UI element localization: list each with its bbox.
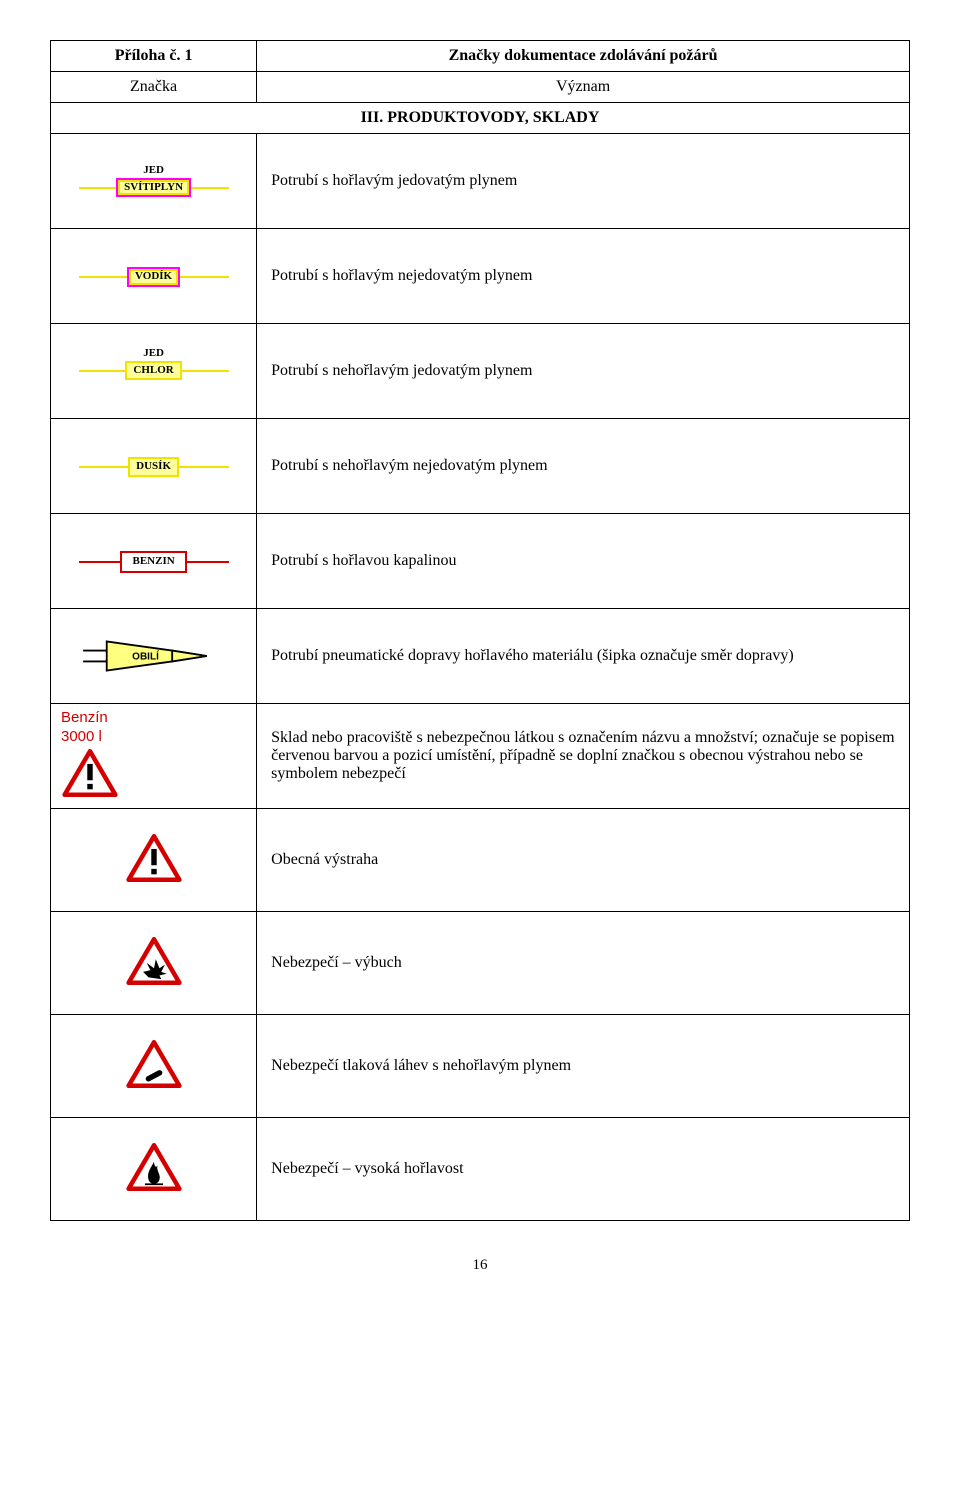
table-row: Nebezpečí tlaková láhev s nehořlavým ply… — [51, 1015, 910, 1118]
table-row: Obecná výstraha — [51, 809, 910, 912]
pneu-label: OBILÍ — [132, 650, 159, 663]
symbol-cell — [51, 1118, 257, 1221]
symbol-cell — [51, 809, 257, 912]
pipe-top-label: JED — [79, 165, 229, 176]
subheader-right: Význam — [257, 72, 910, 103]
symbol-cell — [51, 912, 257, 1015]
desc-cell: Nebezpečí – vysoká hořlavost — [257, 1118, 910, 1221]
pipe-symbol-benzin: BENZIN — [79, 549, 229, 572]
table-row: VODÍK Potrubí s hořlavým nejedovatým ply… — [51, 229, 910, 324]
symbol-cell: VODÍK — [51, 229, 257, 324]
pipe-symbol-vodik: VODÍK — [79, 265, 229, 286]
table-row: DUSÍK Potrubí s nehořlavým nejedovatým p… — [51, 419, 910, 514]
pipe-box-label: BENZIN — [120, 551, 186, 572]
table-row: JED CHLOR CHLOR Potrubí s nehořlavým jed… — [51, 324, 910, 419]
desc-cell: Potrubí s hořlavou kapalinou — [257, 514, 910, 609]
symbol-cell: JED SVÍTIPLYN — [51, 134, 257, 229]
warning-triangle-flame-icon — [125, 1141, 183, 1193]
table-row: Benzín 3000 l Sklad nebo pracoviště s ne… — [51, 704, 910, 809]
desc-cell: Nebezpečí tlaková láhev s nehořlavým ply… — [257, 1015, 910, 1118]
pipe-box-label: SVÍTIPLYN — [116, 178, 191, 197]
pipe-symbol-jed-svitiplyn: JED SVÍTIPLYN — [79, 165, 229, 197]
table-row: OBILÍ Potrubí pneumatické dopravy hořlav… — [51, 609, 910, 704]
subheader-left: Značka — [51, 72, 257, 103]
pipe-symbol-dusik: DUSÍK — [79, 455, 229, 476]
table-row: Nebezpečí – výbuch — [51, 912, 910, 1015]
symbol-cell: Benzín 3000 l — [51, 704, 257, 809]
header-left: Příloha č. 1 — [51, 41, 257, 72]
pipe-top-label: JED — [79, 348, 229, 359]
symbol-cell: JED CHLOR CHLOR — [51, 324, 257, 419]
page-number: 16 — [50, 1257, 910, 1274]
warning-triangle-explosion-icon — [125, 935, 183, 987]
desc-cell: Sklad nebo pracoviště s nebezpečnou látk… — [257, 704, 910, 809]
pipe-box-label: CHLOR — [125, 361, 181, 380]
desc-cell: Potrubí s nehořlavým nejedovatým plynem — [257, 419, 910, 514]
benzin-label-line2: 3000 l — [61, 729, 252, 746]
warning-triangle-gas-cylinder-icon — [125, 1038, 183, 1090]
pneumatic-arrow-icon: OBILÍ — [61, 636, 246, 676]
table-row: Nebezpečí – vysoká hořlavost — [51, 1118, 910, 1221]
pipe-box-label: DUSÍK — [128, 457, 179, 476]
pipe-box-label: VODÍK — [127, 267, 180, 286]
desc-cell: Potrubí pneumatické dopravy hořlavého ma… — [257, 609, 910, 704]
table-row: BENZIN Potrubí s hořlavou kapalinou — [51, 514, 910, 609]
symbol-cell: BENZIN — [51, 514, 257, 609]
desc-cell: Obecná výstraha — [257, 809, 910, 912]
header-row: Příloha č. 1 Značky dokumentace zdoláván… — [51, 41, 910, 72]
pipe-symbol-jed-chlor: JED CHLOR CHLOR — [79, 348, 229, 394]
warning-triangle-exclaim-icon — [125, 832, 183, 884]
symbol-cell: OBILÍ — [51, 609, 257, 704]
section-title: III. PRODUKTOVODY, SKLADY — [51, 103, 910, 134]
section-row: III. PRODUKTOVODY, SKLADY — [51, 103, 910, 134]
symbol-cell: DUSÍK — [51, 419, 257, 514]
desc-cell: Potrubí s hořlavým jedovatým plynem — [257, 134, 910, 229]
legend-table: Příloha č. 1 Značky dokumentace zdoláván… — [50, 40, 910, 1221]
desc-cell: Potrubí s nehořlavým jedovatým plynem — [257, 324, 910, 419]
symbol-cell — [51, 1015, 257, 1118]
benzin-label-line1: Benzín — [61, 710, 252, 727]
desc-cell: Potrubí s hořlavým nejedovatým plynem — [257, 229, 910, 324]
table-row: JED SVÍTIPLYN Potrubí s hořlavým jedovat… — [51, 134, 910, 229]
desc-cell: Nebezpečí – výbuch — [257, 912, 910, 1015]
subheader-row: Značka Význam — [51, 72, 910, 103]
header-right: Značky dokumentace zdolávání požárů — [257, 41, 910, 72]
warning-triangle-exclaim-icon — [61, 747, 119, 799]
